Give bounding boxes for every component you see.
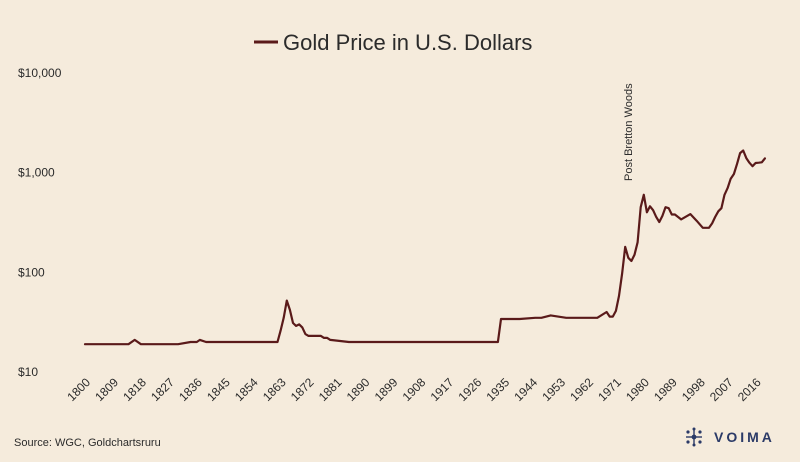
x-tick-label: 1962 xyxy=(567,375,596,404)
annotations: Post Bretton Woods xyxy=(623,83,635,181)
x-tick-label: 1899 xyxy=(372,375,401,404)
x-tick-label: 1971 xyxy=(595,375,624,404)
x-tick-label: 1953 xyxy=(539,375,568,404)
x-tick-label: 2016 xyxy=(735,375,764,404)
y-tick-label: $100 xyxy=(18,265,45,279)
y-tick-label: $1,000 xyxy=(18,166,55,180)
source-note: Source: WGC, Goldchartsruru xyxy=(14,437,161,449)
x-tick-label: 1944 xyxy=(511,375,540,404)
brand-logo: VOIMA xyxy=(682,424,775,450)
x-tick-label: 1827 xyxy=(148,375,177,404)
x-tick-label: 1989 xyxy=(651,375,680,404)
series-lines xyxy=(83,149,767,346)
y-tick-label: $10 xyxy=(18,365,38,379)
x-tick-label: 1809 xyxy=(92,375,121,404)
x-tick-label: 1845 xyxy=(204,375,233,404)
x-tick-label: 1863 xyxy=(260,375,289,404)
y-tick-label: $10,000 xyxy=(18,66,62,80)
x-tick-label: 1800 xyxy=(64,375,93,404)
x-tick-label: 2007 xyxy=(707,375,736,404)
x-tick-label: 1890 xyxy=(344,375,373,404)
chart-title-group: Gold Price in U.S. Dollars xyxy=(254,30,532,55)
x-tick-label: 1935 xyxy=(483,375,512,404)
x-tick-label: 1917 xyxy=(428,375,457,404)
voima-emblem-icon xyxy=(686,427,702,447)
x-tick-label: 1998 xyxy=(679,375,708,404)
series-line xyxy=(83,149,767,346)
annotation-post-bretton-woods: Post Bretton Woods xyxy=(623,83,635,181)
chart-title: Gold Price in U.S. Dollars xyxy=(283,30,532,55)
x-axis-tick-labels: 1800 1809 1818 1827 1836 1845 1854 1863 1872 1881… xyxy=(64,375,764,404)
x-tick-label: 1980 xyxy=(623,375,652,404)
x-tick-label: 1818 xyxy=(120,375,149,404)
y-axis-tick-labels: $10 $100 $1,000 $10,000 xyxy=(18,66,62,379)
x-tick-label: 1854 xyxy=(232,375,261,404)
x-tick-label: 1872 xyxy=(288,375,317,404)
brand-name: VOIMA xyxy=(714,429,775,445)
x-tick-label: 1881 xyxy=(316,375,345,404)
x-tick-label: 1908 xyxy=(400,375,429,404)
x-tick-label: 1926 xyxy=(456,375,485,404)
x-tick-label: 1836 xyxy=(176,375,205,404)
